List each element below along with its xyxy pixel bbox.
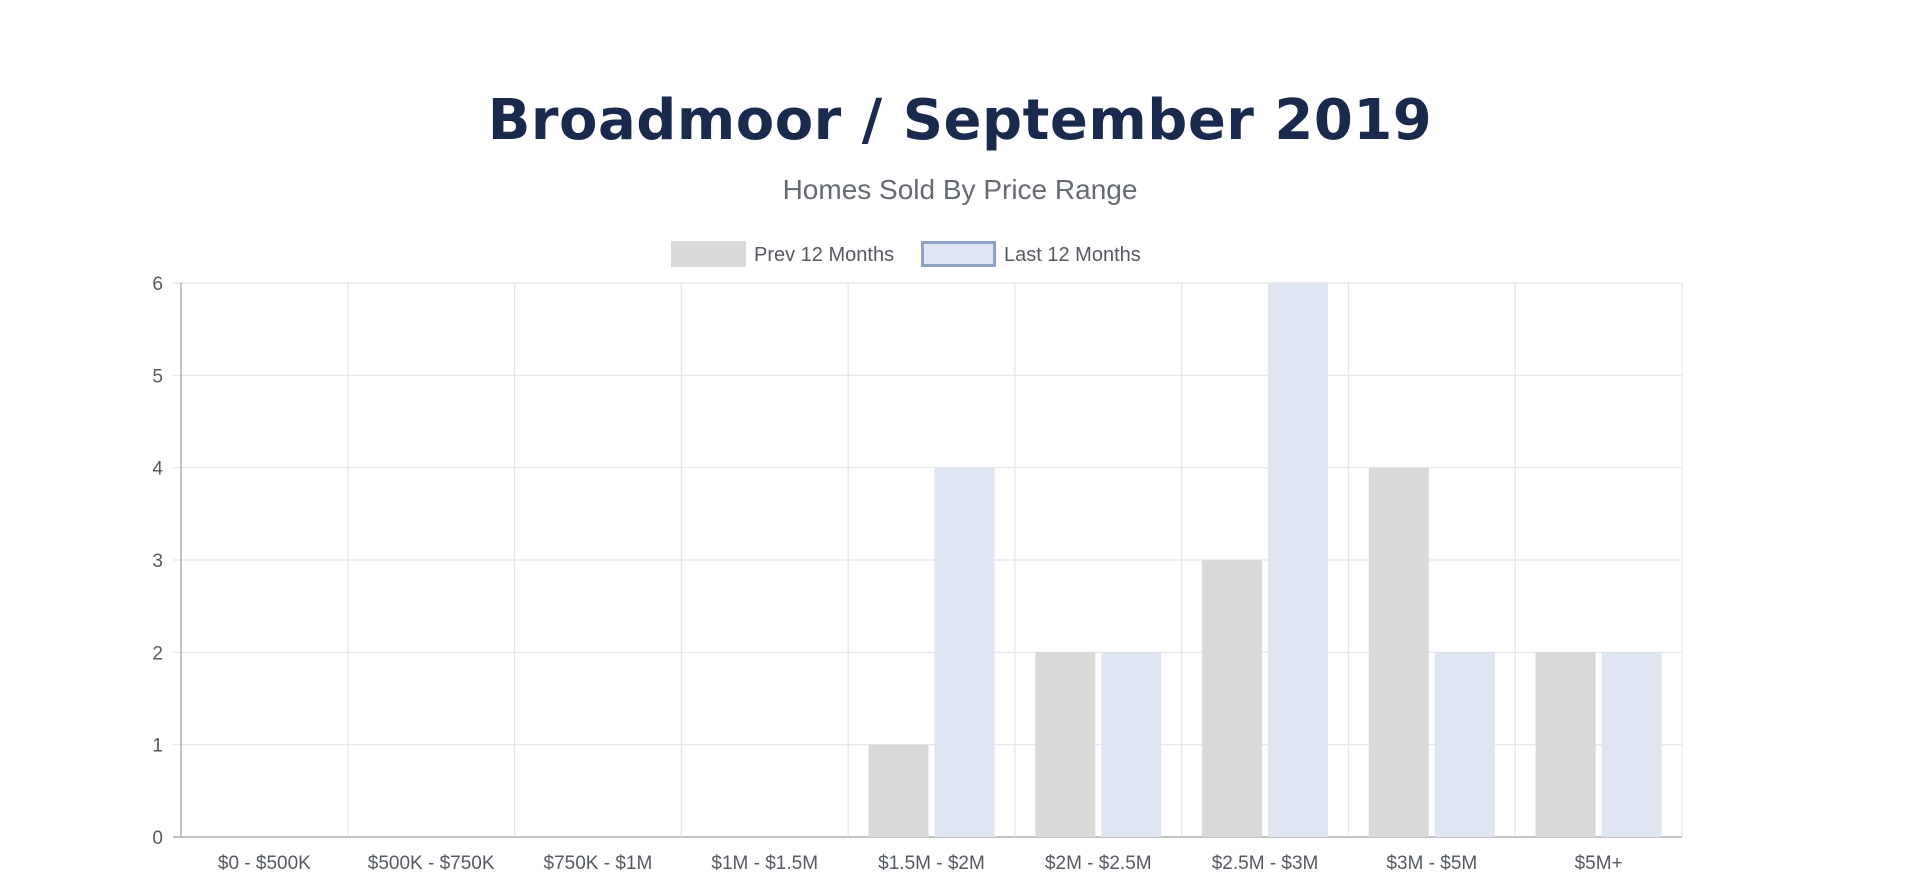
y-tick-label: 3	[152, 551, 163, 572]
y-tick-label: 6	[152, 274, 163, 295]
bar-prev-12-months[interactable]	[1035, 652, 1096, 837]
legend-swatch	[921, 241, 996, 267]
x-tick-label: $2M - $2.5M	[1045, 853, 1152, 874]
x-tick-label: $3M - $5M	[1386, 853, 1477, 874]
x-tick-label: $2.5M - $3M	[1212, 853, 1319, 874]
chart-axes: 0 1 2 3 4 5 6 $0 - $500K $500K - $750K $750K - $1…	[152, 274, 1622, 874]
y-tick-label: 0	[152, 828, 163, 849]
chart-subtitle: Homes Sold By Price Range	[782, 174, 1138, 205]
x-tick-label: $1.5M - $2M	[878, 853, 985, 874]
chart-legend[interactable]: Prev 12 Months Last 12 Months	[671, 241, 1141, 267]
x-tick-label: $1M - $1.5M	[711, 853, 818, 874]
bar-prev-12-months[interactable]	[1535, 652, 1596, 837]
x-tick-label: $0 - $500K	[218, 853, 311, 874]
bar-last-12-months[interactable]	[1601, 652, 1662, 837]
bar-prev-12-months[interactable]	[1202, 560, 1263, 837]
bar-last-12-months[interactable]	[1101, 652, 1162, 837]
x-tick-label: $5M+	[1575, 853, 1623, 874]
y-tick-label: 2	[152, 643, 163, 664]
y-tick-label: 4	[152, 459, 163, 480]
chart-title: Broadmoor / September 2019	[487, 88, 1433, 153]
y-tick-label: 5	[152, 366, 163, 387]
legend-swatch	[671, 241, 746, 267]
legend-label: Last 12 Months	[1004, 244, 1141, 266]
bar-last-12-months[interactable]	[1268, 283, 1329, 837]
bar-prev-12-months[interactable]	[868, 744, 929, 837]
bar-last-12-months[interactable]	[934, 467, 995, 837]
x-tick-label: $750K - $1M	[544, 853, 653, 874]
bar-last-12-months[interactable]	[1434, 652, 1495, 837]
legend-item-prev-12-months[interactable]: Prev 12 Months	[671, 241, 895, 267]
y-tick-label: 1	[152, 736, 163, 757]
legend-item-last-12-months[interactable]: Last 12 Months	[921, 241, 1141, 267]
x-tick-label: $500K - $750K	[368, 853, 495, 874]
chart-grid	[173, 282, 1683, 838]
legend-label: Prev 12 Months	[754, 244, 894, 266]
bar-prev-12-months[interactable]	[1368, 467, 1429, 837]
chart-bars	[868, 283, 1662, 837]
